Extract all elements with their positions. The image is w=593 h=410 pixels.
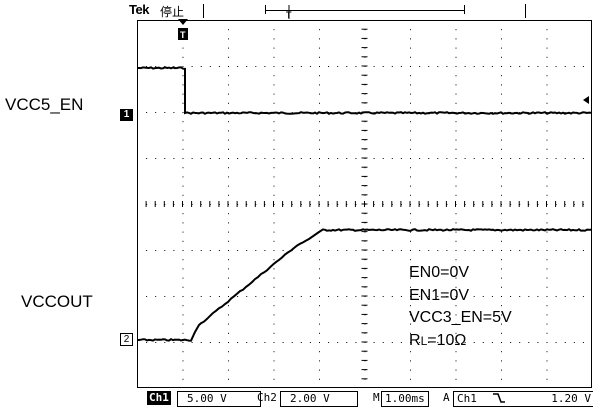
trigger-source: Ch1 xyxy=(457,392,477,405)
ch1-signal-label: VCC5_EN xyxy=(5,95,84,114)
scope-screen xyxy=(137,20,592,388)
ch1-trace xyxy=(137,66,592,115)
timebase-prefix: M xyxy=(373,391,380,404)
trigger-readout[interactable]: Ch1 1.20 V xyxy=(453,391,593,407)
trigger-prefix: A xyxy=(443,391,450,404)
record-window-bar xyxy=(265,10,465,11)
trigger-position-icon: T xyxy=(286,5,292,19)
graticule-center-ticks xyxy=(137,20,584,388)
ch2-trace xyxy=(137,228,592,342)
vcc3-en-condition: VCC3_EN=5V xyxy=(409,309,512,326)
ch2-scale-value: 2.00 V xyxy=(290,392,330,405)
test-conditions: EN0=0V EN1=0V VCC3_EN=5V RL=10Ω xyxy=(409,262,512,352)
header-divider xyxy=(525,4,526,18)
en0-condition: EN0=0V xyxy=(409,264,470,281)
header-divider xyxy=(203,4,204,18)
status-bar: Ch1 5.00 V Ch2 2.00 V M 1.00ms A Ch1 1.2… xyxy=(147,391,593,407)
svg-text:T: T xyxy=(286,10,292,19)
record-window-right-bracket xyxy=(464,5,465,14)
svg-text:T: T xyxy=(180,30,186,40)
trigger-level-icon xyxy=(583,96,589,104)
ch2-ground-marker[interactable]: 2 xyxy=(120,333,133,346)
ch1-ground-marker[interactable]: 1 xyxy=(120,109,133,121)
ch1-scale-value: 5.00 V xyxy=(187,392,227,405)
falling-edge-icon xyxy=(492,393,505,403)
tek-logo: Tek xyxy=(129,2,149,17)
trigger-level: 1.20 V xyxy=(551,392,591,405)
timebase-readout[interactable]: 1.00ms xyxy=(381,391,429,407)
graticule xyxy=(137,20,592,388)
en1-condition: EN1=0V xyxy=(409,286,470,304)
rl-prefix: R xyxy=(409,331,421,349)
rl-subscript: L xyxy=(420,333,428,348)
rl-value: =10Ω xyxy=(427,331,467,349)
ch2-signal-label: VCCOUT xyxy=(21,292,93,311)
ch2-scale-readout[interactable]: 2.00 V xyxy=(280,391,358,407)
graticule-dots xyxy=(137,20,584,380)
load-resistance-condition: RL=10Ω xyxy=(409,330,512,353)
run-status: 停止 xyxy=(160,5,185,19)
ch2-readout-label[interactable]: Ch2 xyxy=(257,391,277,404)
record-window-left-bracket xyxy=(265,5,266,14)
ch1-readout-label[interactable]: Ch1 xyxy=(147,391,171,405)
ch1-scale-readout[interactable]: 5.00 V xyxy=(177,391,261,407)
